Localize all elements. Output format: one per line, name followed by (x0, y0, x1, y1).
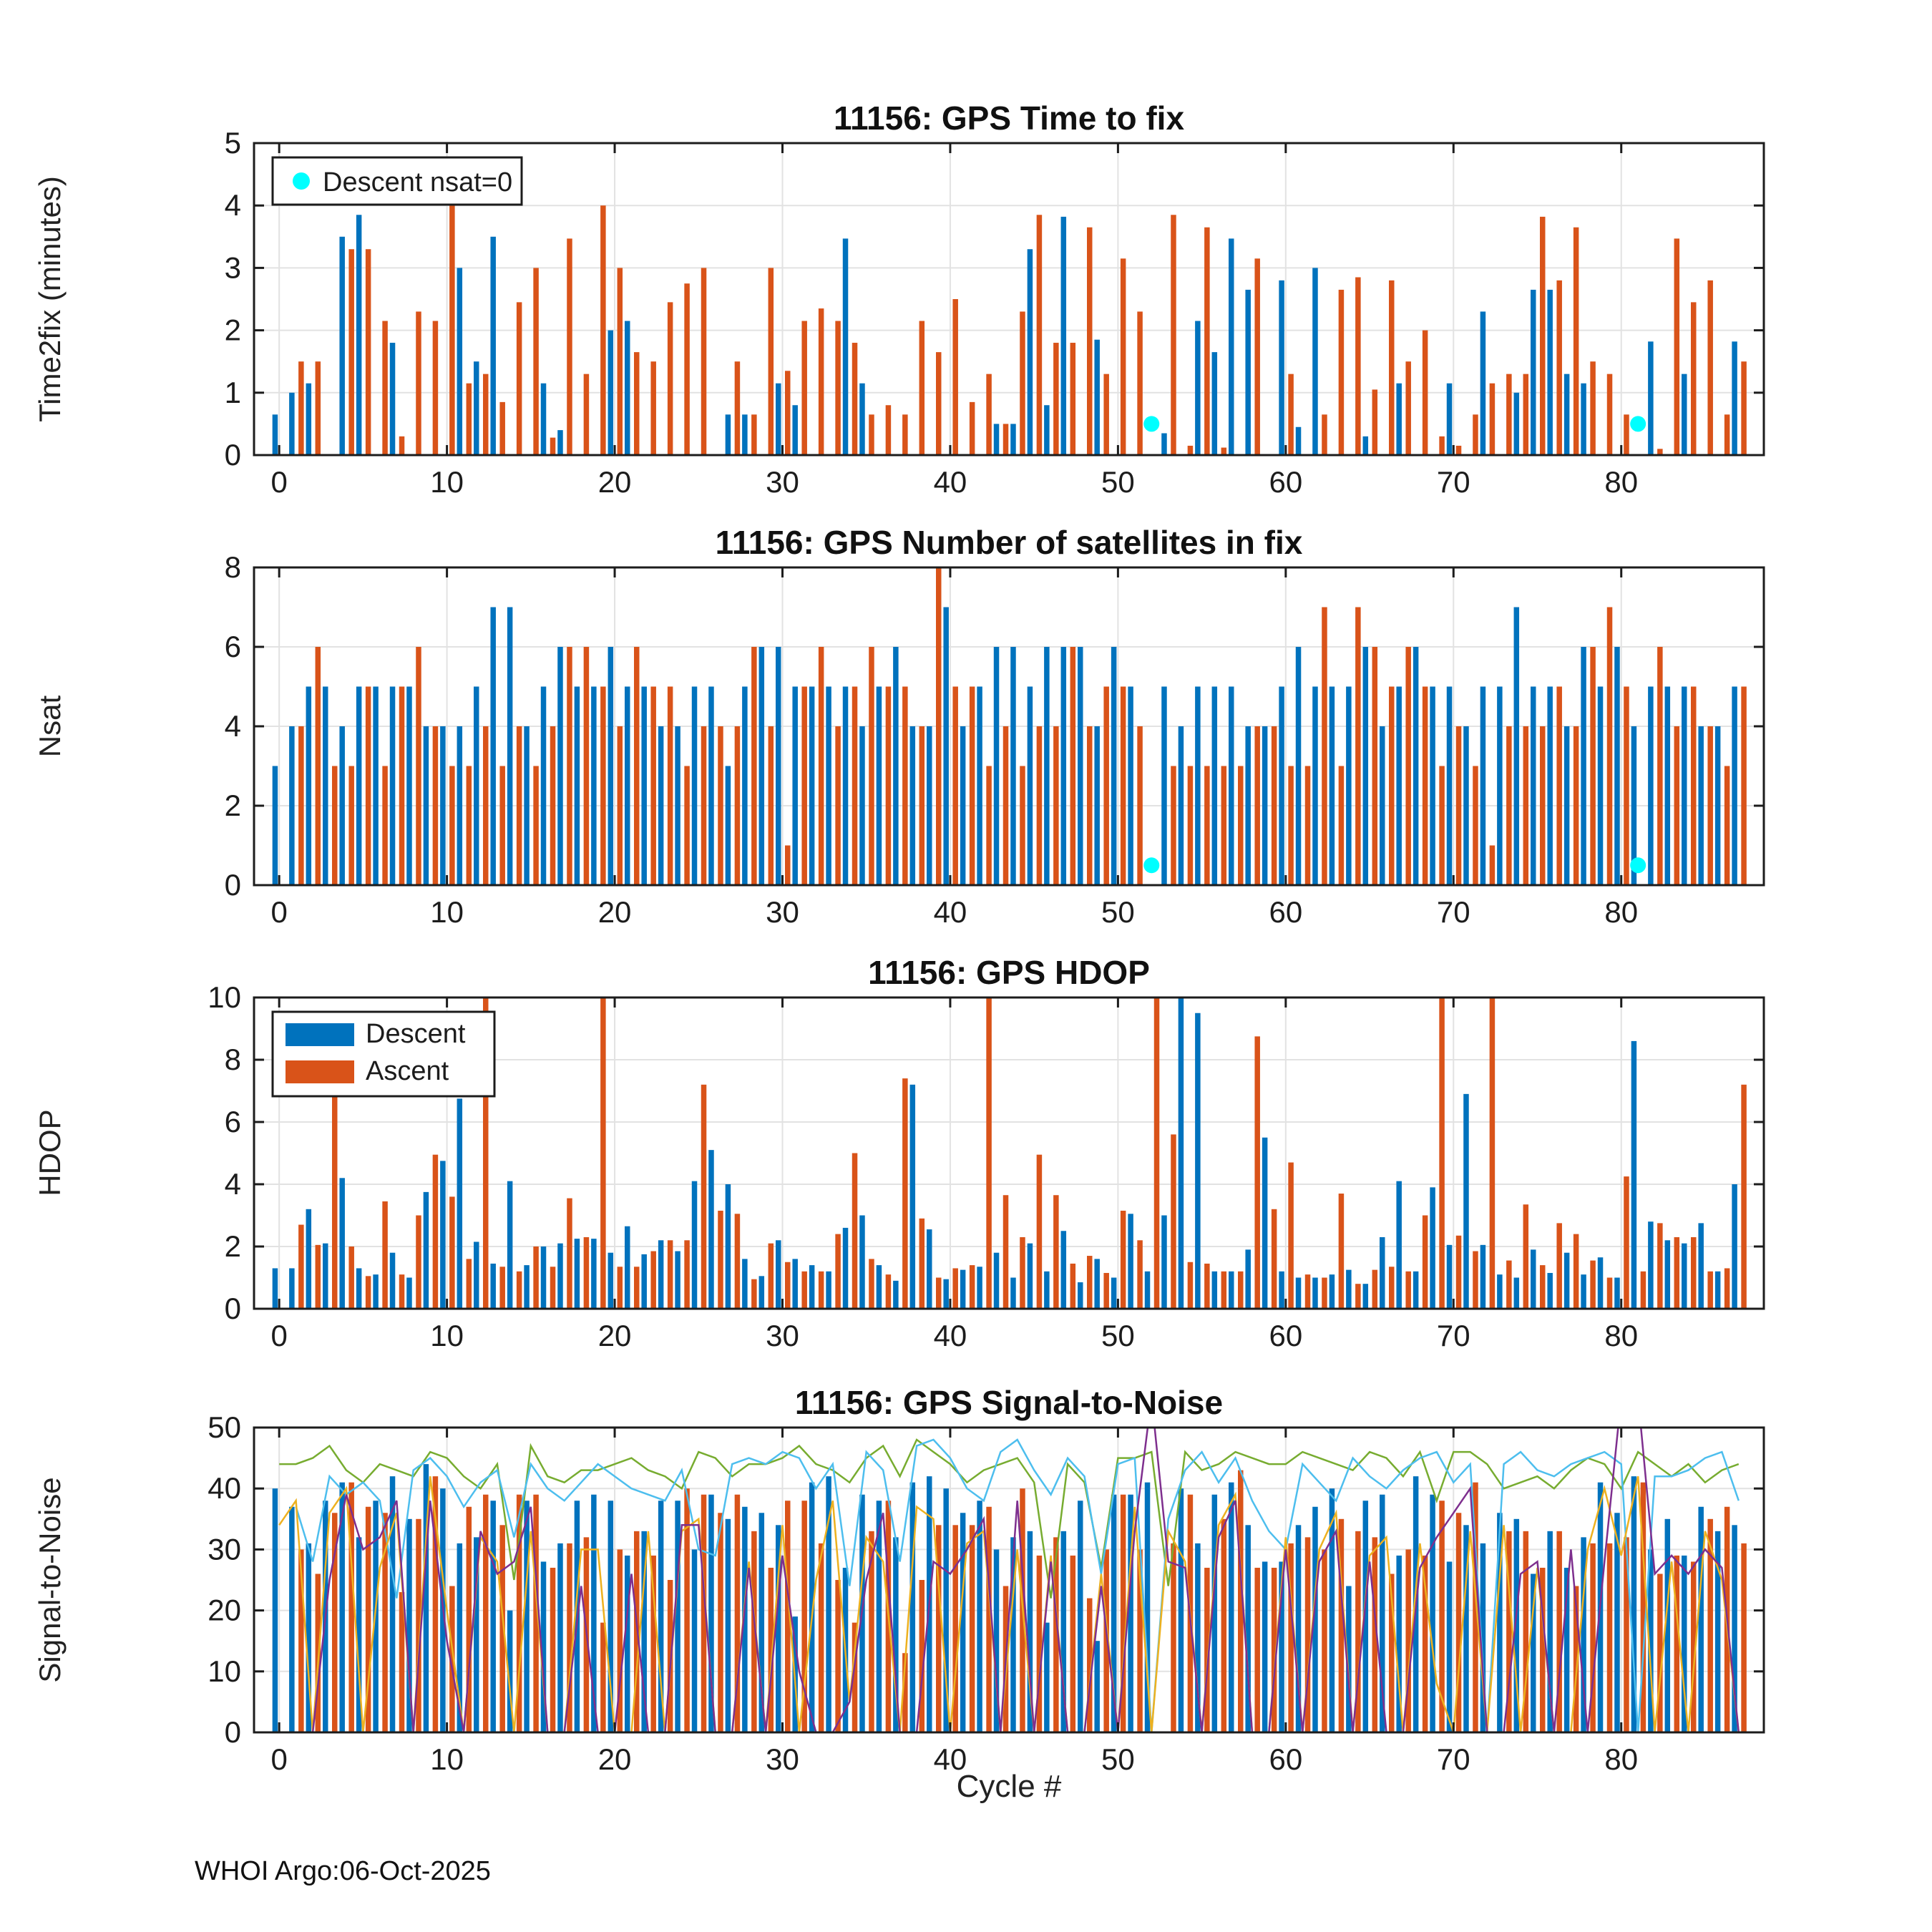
chart1-title: 11156: GPS Time to fix (833, 99, 1185, 137)
bars-ascent (298, 997, 1747, 1309)
legend-nsat0: Descent nsat=0 (271, 156, 523, 206)
x-axis-label: Cycle # (956, 1769, 1062, 1804)
svg-text:80: 80 (1604, 1742, 1638, 1776)
svg-text:1: 1 (225, 376, 241, 409)
svg-text:20: 20 (598, 465, 632, 499)
nsat0-marker (1143, 416, 1160, 432)
svg-text:0: 0 (270, 465, 287, 499)
chart4-plot-area: 0 10 20 30 40 50 60 70 80 0 10 20 30 40 50 (208, 1410, 1765, 1776)
svg-text:20: 20 (598, 895, 632, 929)
svg-text:3: 3 (225, 250, 241, 284)
svg-text:30: 30 (766, 1319, 799, 1352)
svg-text:50: 50 (1101, 465, 1135, 499)
svg-text:20: 20 (598, 1319, 632, 1352)
chart4-title: 11156: GPS Signal-to-Noise (794, 1384, 1224, 1421)
svg-text:80: 80 (1604, 1319, 1638, 1352)
svg-text:6: 6 (225, 630, 241, 663)
svg-text:70: 70 (1437, 1742, 1470, 1776)
chart2-title: 11156: GPS Number of satellites in fix (715, 524, 1303, 561)
svg-text:60: 60 (1269, 1742, 1302, 1776)
svg-text:0: 0 (225, 1292, 241, 1325)
svg-text:10: 10 (208, 1654, 241, 1688)
svg-text:10: 10 (430, 465, 464, 499)
svg-text:40: 40 (934, 1319, 967, 1352)
svg-text:50: 50 (208, 1410, 241, 1444)
svg-text:2: 2 (225, 789, 241, 822)
svg-text:5: 5 (225, 126, 241, 160)
yellow-line (278, 1475, 1740, 1733)
chart2-plot-area: 0 10 20 30 40 50 60 70 80 0 2 4 6 8 (225, 550, 1765, 929)
svg-text:60: 60 (1269, 895, 1302, 929)
svg-text:6: 6 (225, 1105, 241, 1138)
green-line (279, 1438, 1740, 1599)
svg-text:80: 80 (1604, 465, 1638, 499)
svg-text:80: 80 (1604, 895, 1638, 929)
svg-text:20: 20 (598, 1742, 632, 1776)
svg-text:60: 60 (1269, 465, 1302, 499)
svg-text:20: 20 (208, 1594, 241, 1627)
svg-text:4: 4 (225, 1167, 241, 1201)
bars-ascent (298, 567, 1747, 885)
svg-text:8: 8 (225, 550, 241, 584)
svg-text:70: 70 (1437, 1319, 1470, 1352)
bars-descent (272, 215, 1737, 455)
bars-ascent (298, 205, 1747, 455)
svg-text:0: 0 (225, 1715, 241, 1749)
footer-text: WHOI Argo:06-Oct-2025 (195, 1856, 491, 1886)
nsat0-marker (1143, 857, 1160, 874)
svg-text:10: 10 (430, 895, 464, 929)
nsat0-marker (1630, 416, 1646, 432)
svg-text:4: 4 (225, 709, 241, 743)
svg-text:2: 2 (225, 1229, 241, 1263)
svg-text:30: 30 (766, 895, 799, 929)
svg-text:30: 30 (208, 1532, 241, 1566)
svg-text:40: 40 (208, 1471, 241, 1505)
svg-text:30: 30 (766, 465, 799, 499)
chart3-plot-area: 0 10 20 30 40 50 60 70 80 0 2 4 6 8 10 Descent Ascent (208, 980, 1765, 1352)
svg-text:30: 30 (766, 1742, 799, 1776)
svg-text:40: 40 (934, 895, 967, 929)
legend-descent-ascent: Descent Ascent (271, 1010, 496, 1098)
svg-text:Descent: Descent (366, 1019, 466, 1049)
bars-descent (272, 607, 1737, 885)
svg-text:10: 10 (430, 1319, 464, 1352)
svg-text:50: 50 (1101, 895, 1135, 929)
svg-text:0: 0 (225, 438, 241, 472)
svg-text:40: 40 (934, 1742, 967, 1776)
svg-text:10: 10 (208, 980, 241, 1014)
svg-text:2: 2 (225, 313, 241, 347)
cyan-line (295, 1438, 1740, 1733)
svg-text:50: 50 (1101, 1319, 1135, 1352)
svg-text:4: 4 (225, 188, 241, 222)
svg-text:8: 8 (225, 1043, 241, 1076)
nsat0-marker (1630, 857, 1646, 874)
svg-text:0: 0 (270, 1319, 287, 1352)
svg-text:Descent nsat=0: Descent nsat=0 (323, 167, 512, 197)
svg-text:50: 50 (1101, 1742, 1135, 1776)
svg-text:Ascent: Ascent (366, 1056, 449, 1086)
chart3-title: 11156: GPS HDOP (868, 954, 1150, 991)
svg-text:60: 60 (1269, 1319, 1302, 1352)
svg-text:70: 70 (1437, 895, 1470, 929)
svg-text:70: 70 (1437, 465, 1470, 499)
svg-text:0: 0 (225, 868, 241, 902)
svg-text:0: 0 (270, 1742, 287, 1776)
chart1-plot-area: 0 10 20 30 40 50 60 70 80 0 1 2 3 4 5 Descent nsat=0 (225, 126, 1765, 499)
svg-text:10: 10 (430, 1742, 464, 1776)
svg-text:40: 40 (934, 465, 967, 499)
bars-descent (272, 997, 1737, 1309)
svg-text:0: 0 (270, 895, 287, 929)
